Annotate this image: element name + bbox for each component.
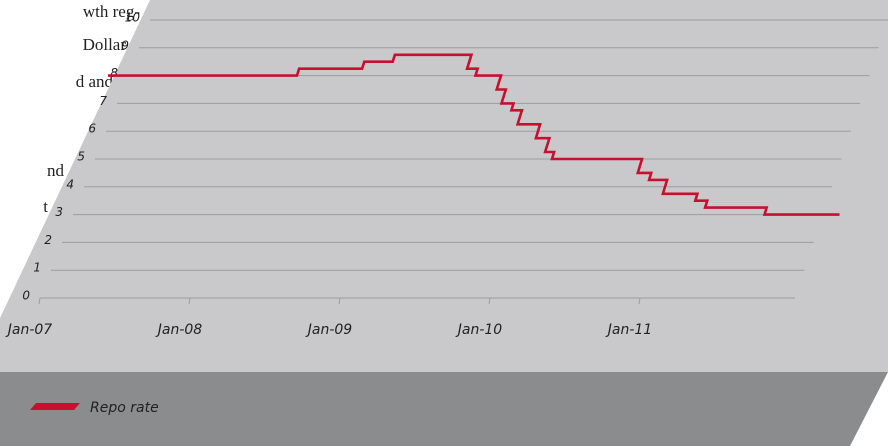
y-tick-label: 5 <box>77 150 85 164</box>
document-text: wth reg- Dollar d and nd t <box>43 2 140 216</box>
x-tick-label: Jan-07 <box>5 322 53 338</box>
legend-label: Repo rate <box>90 400 159 416</box>
doc-line: Dollar <box>83 35 127 54</box>
chart-panel <box>0 0 888 372</box>
doc-line: d and <box>76 72 114 91</box>
doc-line: nd <box>47 161 65 180</box>
y-tick-label: 9 <box>121 38 129 52</box>
y-tick-label: 6 <box>88 122 96 136</box>
y-tick-label: 10 <box>125 11 141 25</box>
y-tick-label: 0 <box>22 289 30 303</box>
y-tick-label: 1 <box>33 261 41 275</box>
x-tick <box>38 297 41 305</box>
x-tick <box>638 297 641 305</box>
y-tick-label: 2 <box>44 233 52 247</box>
doc-line: t <box>43 197 48 216</box>
x-tick-label: Jan-10 <box>455 322 503 338</box>
y-tick-label: 7 <box>99 94 107 108</box>
doc-line: wth reg- <box>83 2 140 21</box>
y-tick-label: 8 <box>110 66 118 80</box>
legend-swatch <box>30 403 80 410</box>
x-tick <box>338 297 341 305</box>
legend-band <box>0 372 888 446</box>
x-tick-label: Jan-08 <box>155 322 203 338</box>
x-tick-label: Jan-11 <box>605 322 652 338</box>
x-tick <box>188 297 191 305</box>
y-tick-label: 4 <box>66 177 74 191</box>
y-tick-label: 3 <box>55 205 63 219</box>
x-tick-label: Jan-09 <box>305 322 353 338</box>
line <box>108 53 840 216</box>
x-tick <box>488 297 491 305</box>
